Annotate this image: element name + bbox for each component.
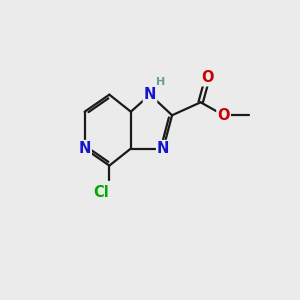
Text: Cl: Cl: [94, 185, 109, 200]
Text: N: N: [157, 141, 170, 156]
Text: N: N: [78, 141, 91, 156]
Text: O: O: [218, 108, 230, 123]
Text: O: O: [201, 70, 214, 86]
Text: N: N: [144, 87, 156, 102]
Text: H: H: [157, 77, 166, 87]
